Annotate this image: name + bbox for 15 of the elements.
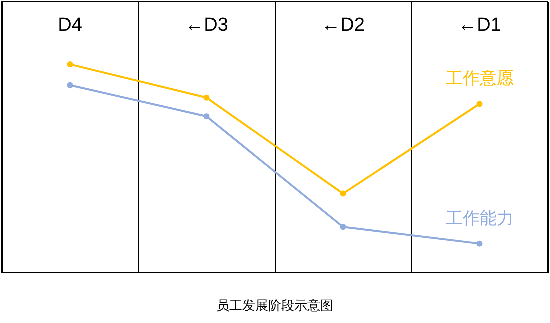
x-tick-label: ←D1 <box>458 15 502 36</box>
series-label: 工作意愿 <box>446 69 514 88</box>
x-tick-label: ←D2 <box>322 15 365 36</box>
point <box>67 82 74 88</box>
point <box>340 224 346 230</box>
text: 员工发展阶段示意图 <box>216 298 334 313</box>
point <box>340 190 346 197</box>
series-label: 工作能力 <box>446 208 514 228</box>
x-tick-label: ←D3 <box>185 15 228 36</box>
point <box>204 114 210 120</box>
point <box>476 101 483 108</box>
point <box>67 62 74 68</box>
point <box>204 94 210 101</box>
x-tick-label: D4 <box>58 15 83 36</box>
point <box>476 240 483 247</box>
